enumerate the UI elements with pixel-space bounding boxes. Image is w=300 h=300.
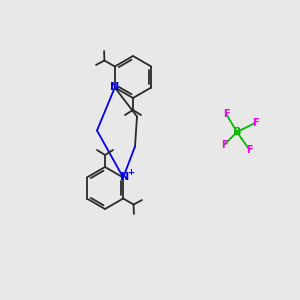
Text: -: - [239,133,243,143]
Text: B: B [233,127,241,137]
Text: N: N [120,172,129,182]
Text: +: + [127,168,134,177]
Text: F: F [246,145,253,155]
Text: F: F [252,118,258,128]
Text: N: N [110,82,119,92]
Text: F: F [221,140,228,150]
Text: F: F [223,109,230,119]
